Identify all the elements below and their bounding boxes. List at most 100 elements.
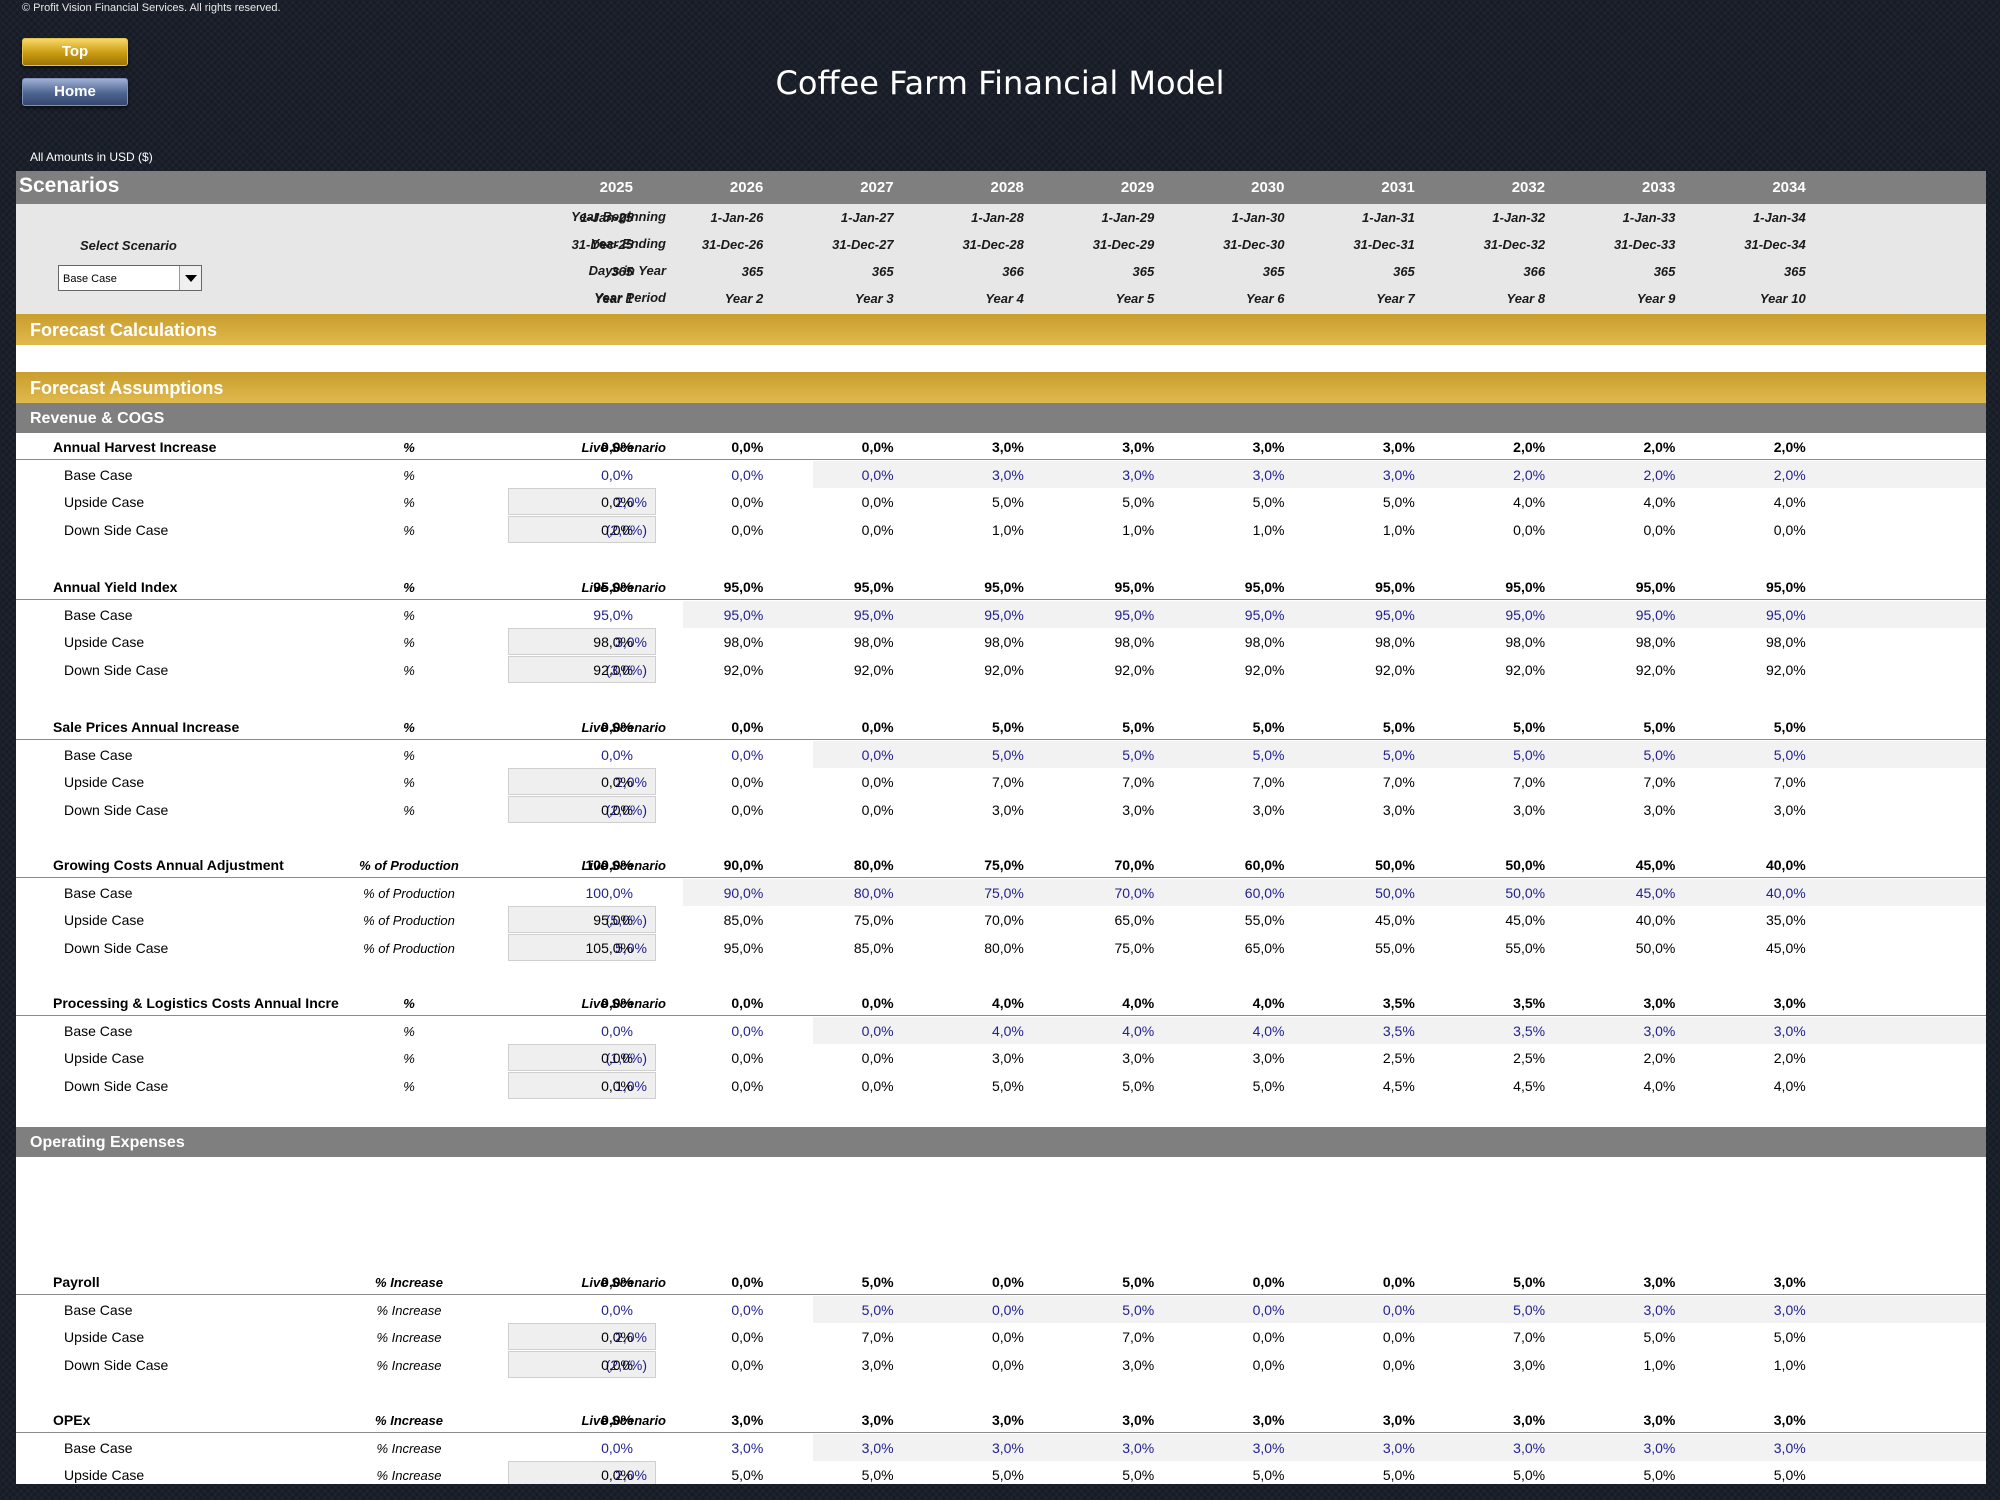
value-cell[interactable]: 95,0%: [984, 606, 1024, 623]
live-value-cell: 3,0%: [1643, 1412, 1676, 1428]
home-button[interactable]: Home: [22, 78, 128, 106]
value-cell: 85,0%: [853, 939, 894, 956]
value-cell[interactable]: 3,0%: [1122, 1439, 1155, 1456]
value-cell[interactable]: 3,0%: [1513, 1439, 1546, 1456]
value-cell[interactable]: 50,0%: [1505, 884, 1546, 901]
value-cell[interactable]: 3,0%: [991, 1439, 1024, 1456]
value-cell[interactable]: 70,0%: [1114, 884, 1155, 901]
adjustment-input[interactable]: (3,0%): [508, 655, 656, 683]
value-cell[interactable]: 3,0%: [1252, 1439, 1285, 1456]
value-cell[interactable]: 3,0%: [731, 1439, 764, 1456]
adjustment-input[interactable]: 2,0%: [508, 768, 656, 796]
value-cell[interactable]: 0,0%: [861, 1022, 894, 1039]
value-cell[interactable]: 0,0%: [731, 1301, 764, 1318]
value-cell[interactable]: 0,0%: [861, 466, 894, 483]
value-cell[interactable]: 95,0%: [1375, 606, 1415, 623]
value-cell[interactable]: 95,0%: [1114, 606, 1155, 623]
timeline-block: Select Scenario Base Case Year Beginning…: [16, 204, 1986, 314]
adjustment-input[interactable]: 1,0%: [508, 1071, 656, 1099]
value-cell[interactable]: 3,0%: [1643, 1301, 1676, 1318]
value-cell[interactable]: 4,0%: [1252, 1022, 1285, 1039]
value-cell[interactable]: 100,0%: [585, 884, 633, 901]
value-cell[interactable]: 5,0%: [1773, 746, 1806, 763]
value-cell[interactable]: 3,5%: [1382, 1022, 1415, 1039]
value-cell[interactable]: 95,0%: [1765, 606, 1806, 623]
value-cell[interactable]: 0,0%: [601, 1022, 633, 1039]
value-cell[interactable]: 3,0%: [1382, 466, 1415, 483]
adjustment-input[interactable]: (5,0%): [508, 906, 656, 934]
value-cell[interactable]: 4,0%: [991, 1022, 1024, 1039]
value-cell[interactable]: 5,0%: [1252, 746, 1285, 763]
value-cell[interactable]: 0,0%: [861, 746, 894, 763]
value-cell[interactable]: 3,0%: [1643, 1022, 1676, 1039]
value-cell: 75,0%: [853, 912, 894, 929]
value-cell[interactable]: 0,0%: [1382, 1301, 1415, 1318]
assumption-name: Growing Costs Annual Adjustment: [53, 857, 284, 873]
adjustment-input[interactable]: (1,0%): [508, 1044, 656, 1072]
value-cell[interactable]: 0,0%: [601, 466, 633, 483]
value-cell[interactable]: 0,0%: [601, 1301, 633, 1318]
value-cell[interactable]: 2,0%: [1643, 466, 1676, 483]
adjustment-input[interactable]: 2,0%: [508, 1461, 656, 1484]
value-cell[interactable]: 0,0%: [601, 1439, 633, 1456]
value-cell[interactable]: 0,0%: [731, 746, 764, 763]
value-cell[interactable]: 45,0%: [1635, 884, 1676, 901]
adjustment-input[interactable]: (2,0%): [508, 795, 656, 823]
value-cell[interactable]: 5,0%: [1122, 1301, 1155, 1318]
value-cell[interactable]: 95,0%: [723, 606, 764, 623]
live-value-cell: 3,5%: [1382, 995, 1415, 1011]
value-cell[interactable]: 5,0%: [1513, 1301, 1546, 1318]
timeline-cell: 365: [1783, 264, 1806, 279]
value-cell[interactable]: 3,0%: [991, 466, 1024, 483]
value-cell[interactable]: 90,0%: [723, 884, 764, 901]
value-cell[interactable]: 5,0%: [1122, 746, 1155, 763]
top-button[interactable]: Top: [22, 38, 128, 66]
value-cell[interactable]: 0,0%: [601, 746, 633, 763]
chevron-down-icon[interactable]: [179, 266, 201, 290]
value-cell[interactable]: 3,5%: [1513, 1022, 1546, 1039]
value-cell[interactable]: 95,0%: [1635, 606, 1676, 623]
value-cell[interactable]: 3,0%: [1382, 1439, 1415, 1456]
value-cell[interactable]: 5,0%: [991, 746, 1024, 763]
value-cell[interactable]: 5,0%: [1382, 746, 1415, 763]
value-cell[interactable]: 95,0%: [1505, 606, 1546, 623]
value-cell[interactable]: 3,0%: [1773, 1022, 1806, 1039]
value-cell[interactable]: 50,0%: [1375, 884, 1415, 901]
scenario-unit: % of Production: [363, 913, 455, 929]
value-cell[interactable]: 0,0%: [991, 1301, 1024, 1318]
timeline-cell: 365: [1262, 264, 1285, 279]
adjustment-input[interactable]: (2,0%): [508, 515, 656, 543]
value-cell[interactable]: 95,0%: [593, 606, 633, 623]
value-cell[interactable]: 80,0%: [853, 884, 894, 901]
value-cell[interactable]: 5,0%: [1513, 746, 1546, 763]
value-cell[interactable]: 60,0%: [1244, 884, 1285, 901]
value-cell[interactable]: 3,0%: [1252, 466, 1285, 483]
adjustment-input[interactable]: 3,0%: [508, 628, 656, 656]
value-cell[interactable]: 40,0%: [1765, 884, 1806, 901]
select-scenario-label: Select Scenario: [80, 238, 177, 253]
scenario-select[interactable]: Base Case: [58, 265, 202, 291]
value-cell[interactable]: 3,0%: [1773, 1439, 1806, 1456]
value-cell[interactable]: 95,0%: [853, 606, 894, 623]
value-cell[interactable]: 0,0%: [731, 466, 764, 483]
value-cell[interactable]: 3,0%: [861, 1439, 894, 1456]
adjustment-input[interactable]: 5,0%: [508, 933, 656, 961]
value-cell[interactable]: 75,0%: [984, 884, 1024, 901]
value-cell[interactable]: 3,0%: [1643, 1439, 1676, 1456]
value-cell: 5,0%: [1122, 1467, 1155, 1484]
value-cell[interactable]: 4,0%: [1122, 1022, 1155, 1039]
value-cell: 45,0%: [1375, 912, 1415, 929]
value-cell[interactable]: 0,0%: [1252, 1301, 1285, 1318]
value-cell[interactable]: 5,0%: [1643, 746, 1676, 763]
value-cell[interactable]: 5,0%: [861, 1301, 894, 1318]
adjustment-input[interactable]: (2,0%): [508, 1350, 656, 1378]
value-cell[interactable]: 2,0%: [1773, 466, 1806, 483]
value-cell[interactable]: 2,0%: [1513, 466, 1546, 483]
value-cell[interactable]: 0,0%: [731, 1022, 764, 1039]
value-cell[interactable]: 3,0%: [1122, 466, 1155, 483]
scenario-unit: % Increase: [376, 1302, 442, 1318]
adjustment-input[interactable]: 2,0%: [508, 488, 656, 516]
value-cell[interactable]: 3,0%: [1773, 1301, 1806, 1318]
value-cell[interactable]: 95,0%: [1244, 606, 1285, 623]
adjustment-input[interactable]: 2,0%: [508, 1323, 656, 1351]
